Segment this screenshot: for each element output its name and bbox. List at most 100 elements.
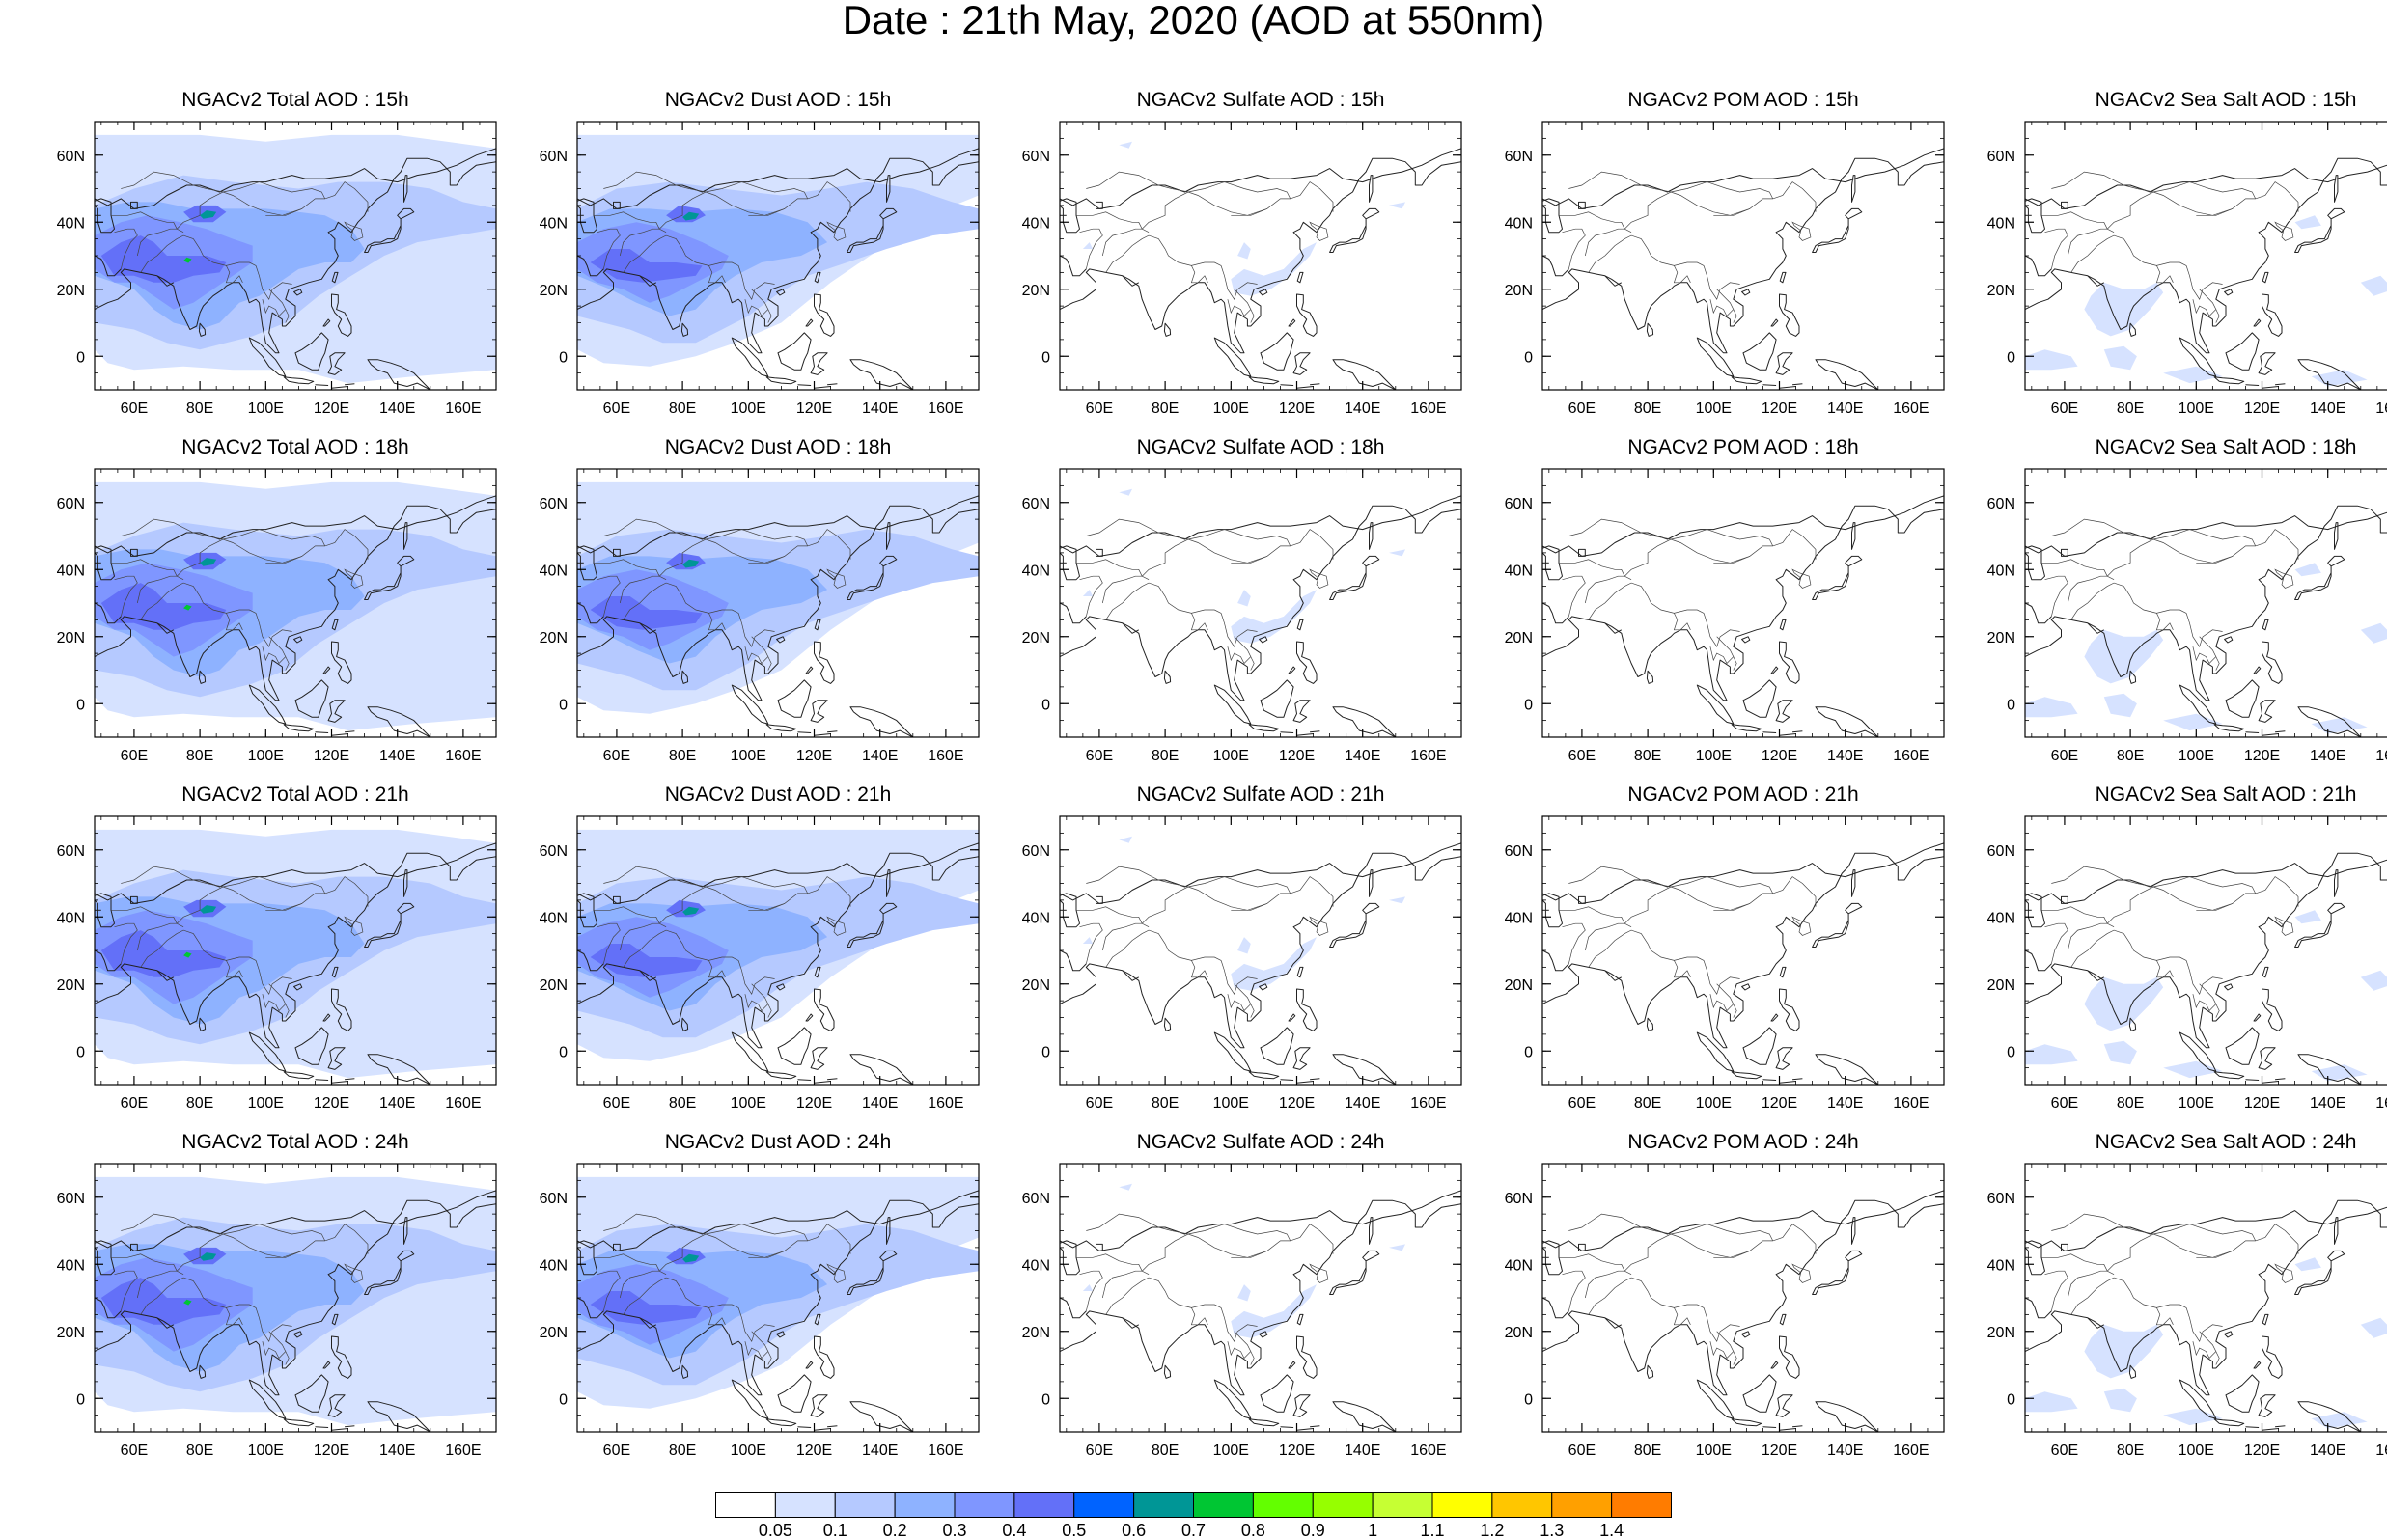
coastline	[322, 318, 331, 327]
x-tick-label: 160E	[928, 400, 963, 417]
coastline	[1122, 1317, 1140, 1329]
coastline	[731, 1379, 769, 1419]
coastline	[2294, 207, 2345, 253]
country-border	[222, 1224, 326, 1242]
country-border	[136, 575, 184, 604]
coastline	[1369, 869, 1374, 897]
coastline	[613, 548, 621, 557]
y-tick-label: 0	[1524, 1391, 1533, 1408]
y-tick-label: 60N	[1505, 1191, 1533, 1207]
y-tick-label: 60N	[1022, 843, 1050, 860]
country-border	[1086, 171, 1189, 193]
coastline	[327, 1047, 346, 1070]
coastline	[364, 1250, 415, 1295]
coastline	[403, 175, 408, 203]
country-border	[1190, 1307, 1208, 1326]
aod-field	[1119, 1183, 1132, 1191]
colorbar-label: 0.05	[759, 1521, 792, 1538]
x-tick-label: 140E	[862, 1443, 898, 1459]
y-tick-label: 20N	[1987, 630, 2015, 646]
country-border	[344, 916, 364, 936]
y-tick-label: 40N	[1987, 910, 2015, 926]
coastline	[2025, 602, 2052, 624]
map-plot: 60E 80E 100E 120E 140E 160E 60N 40N 20N 0	[1987, 468, 2387, 764]
country-border	[285, 1004, 290, 1018]
x-tick-label: 160E	[1410, 1443, 1446, 1459]
y-tick-label: 60N	[1987, 1191, 2015, 1207]
panel-title: NGACv2 Dust AOD : 21h	[664, 784, 892, 806]
country-border	[1673, 613, 1691, 631]
coastline	[1770, 1013, 1779, 1022]
colorbar-swatch	[1312, 1492, 1374, 1518]
coastline	[1280, 1426, 1294, 1428]
country-border	[140, 1277, 257, 1315]
map-plot: 60E 80E 100E 120E 140E 160E 60N 40N 20N 0	[540, 121, 980, 417]
panel-title: NGACv2 Sea Salt AOD : 24h	[2095, 1131, 2357, 1153]
coastline	[1779, 271, 1787, 284]
country-border	[285, 309, 290, 323]
x-tick-label: 120E	[314, 1095, 349, 1112]
country-border	[225, 265, 243, 284]
coastline	[283, 376, 315, 385]
coastline	[1779, 1428, 1796, 1431]
coastline	[1742, 1027, 1777, 1065]
y-tick-label: 60N	[57, 496, 85, 512]
x-tick-label: 120E	[2244, 400, 2280, 417]
x-tick-label: 100E	[2179, 748, 2214, 764]
coastline	[1296, 1428, 1314, 1431]
x-tick-label: 140E	[1827, 1095, 1863, 1112]
country-border	[2196, 903, 2233, 911]
aod-field	[2103, 1388, 2137, 1413]
map-plot: 60E 80E 100E 120E 140E 160E 60N 40N 20N 0	[1987, 1163, 2387, 1459]
coastline	[1779, 293, 1800, 337]
coastline	[2258, 1047, 2276, 1070]
coastline	[364, 207, 415, 253]
coastline	[886, 175, 891, 203]
colorbar: 0.05 0.1 0.2 0.3 0.4 0.5 0.6 0.7 0.8 0.9 1 1.1 1.2 1.…	[715, 1492, 1672, 1538]
map-panel-total-2: NGACv2 Total AOD : 18h 60E 80E 100E 120E 140E…	[46, 436, 506, 766]
country-border	[748, 903, 785, 911]
country-border	[1309, 221, 1329, 241]
x-tick-label: 60E	[2051, 748, 2078, 764]
x-tick-label: 60E	[2051, 1443, 2078, 1459]
y-tick-label: 40N	[1505, 563, 1533, 579]
country-border	[1190, 265, 1208, 284]
coastline	[2275, 383, 2286, 386]
country-border	[2274, 916, 2294, 936]
colorbar-label: 1.3	[1540, 1521, 1564, 1538]
country-border	[1733, 656, 1737, 671]
colorbar-swatch	[1133, 1492, 1194, 1518]
coastline	[327, 1394, 346, 1417]
aod-field	[200, 210, 217, 219]
map-plot: 60E 80E 100E 120E 140E 160E 60N 40N 20N 0	[57, 468, 497, 764]
aod-field	[1237, 590, 1251, 607]
coastline	[364, 902, 415, 948]
coastline	[1296, 1081, 1314, 1084]
colorbar-swatch	[1252, 1492, 1314, 1518]
country-border	[1562, 228, 1586, 269]
country-border	[705, 1224, 809, 1242]
aod-field	[2311, 1412, 2368, 1429]
coastline	[1329, 902, 1380, 948]
country-border	[1105, 234, 1222, 273]
x-tick-label: 80E	[1634, 1443, 1661, 1459]
country-border	[737, 1307, 775, 1343]
x-tick-label: 140E	[2310, 748, 2345, 764]
country-border	[265, 903, 302, 911]
country-border	[2274, 568, 2294, 589]
coastline	[1329, 207, 1380, 253]
coastline	[1542, 1297, 1569, 1319]
aod-field	[2294, 563, 2321, 577]
coastline	[847, 207, 898, 253]
y-tick-label: 0	[76, 349, 85, 366]
coastline	[1851, 1217, 1856, 1245]
y-tick-label: 60N	[1022, 496, 1050, 512]
coastline	[1741, 1331, 1751, 1338]
x-tick-label: 100E	[1696, 1443, 1732, 1459]
coastline	[2179, 1379, 2217, 1419]
coastline	[283, 724, 315, 732]
coastline	[814, 1335, 835, 1379]
country-border	[744, 983, 769, 1012]
coastline	[1731, 1071, 1762, 1080]
y-tick-label: 60N	[1505, 843, 1533, 860]
